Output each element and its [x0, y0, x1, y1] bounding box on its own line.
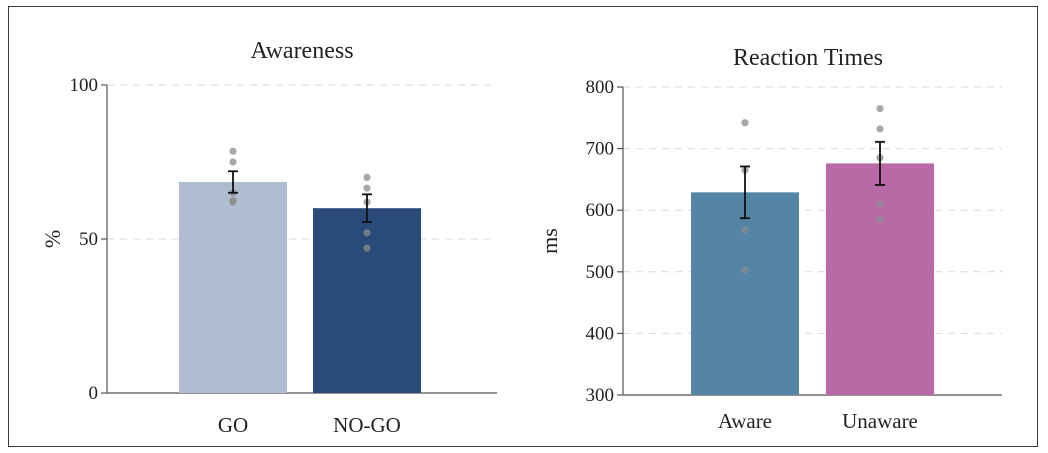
- bar-no-go: [313, 208, 421, 393]
- y-tick-label: 500: [586, 262, 615, 283]
- y-tick-label: 800: [586, 77, 615, 98]
- y-tick-label: 50: [79, 229, 98, 250]
- x-tick-label: GO: [218, 413, 248, 437]
- data-point: [876, 125, 884, 133]
- y-tick-label: 600: [586, 200, 615, 221]
- data-point: [229, 147, 237, 155]
- data-point: [363, 229, 371, 237]
- y-tick-label: 0: [89, 383, 99, 404]
- y-tick-label: 300: [586, 385, 615, 406]
- y-tick-label: 400: [586, 323, 615, 344]
- data-point: [229, 158, 237, 166]
- data-point: [363, 184, 371, 192]
- data-point: [229, 196, 237, 205]
- data-point: [363, 173, 371, 181]
- data-point: [741, 119, 749, 127]
- bar-aware: [691, 192, 799, 395]
- data-point: [363, 244, 371, 252]
- y-axis-label: ms: [537, 228, 562, 254]
- data-point: [876, 215, 884, 224]
- data-point: [741, 226, 749, 234]
- y-axis-label: %: [40, 230, 65, 248]
- y-tick-label: 700: [586, 139, 615, 160]
- chart-title: Awareness: [250, 38, 353, 64]
- data-point: [876, 200, 884, 208]
- data-point: [741, 266, 749, 274]
- y-tick-label: 100: [70, 75, 99, 96]
- chart-title: Reaction Times: [733, 45, 883, 71]
- x-tick-label: Aware: [718, 409, 772, 433]
- bar-unaware: [826, 163, 934, 395]
- x-tick-label: Unaware: [842, 409, 918, 433]
- x-tick-label: NO-GO: [333, 413, 401, 437]
- data-point: [876, 104, 884, 113]
- bar-go: [179, 182, 287, 393]
